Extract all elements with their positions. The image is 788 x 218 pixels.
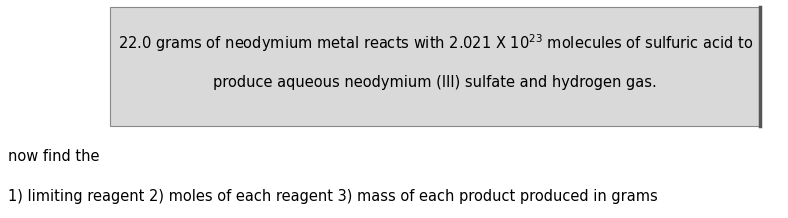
- Bar: [110, 7, 760, 126]
- Text: 22.0 grams of neodymium metal reacts with 2.021 X 10$^{23}$ molecules of sulfuri: 22.0 grams of neodymium metal reacts wit…: [117, 33, 753, 54]
- Text: now find the: now find the: [8, 150, 99, 164]
- Text: produce aqueous neodymium (III) sulfate and hydrogen gas.: produce aqueous neodymium (III) sulfate …: [214, 75, 657, 90]
- Text: 1) limiting reagent 2) moles of each reagent 3) mass of each product produced in: 1) limiting reagent 2) moles of each rea…: [8, 189, 658, 204]
